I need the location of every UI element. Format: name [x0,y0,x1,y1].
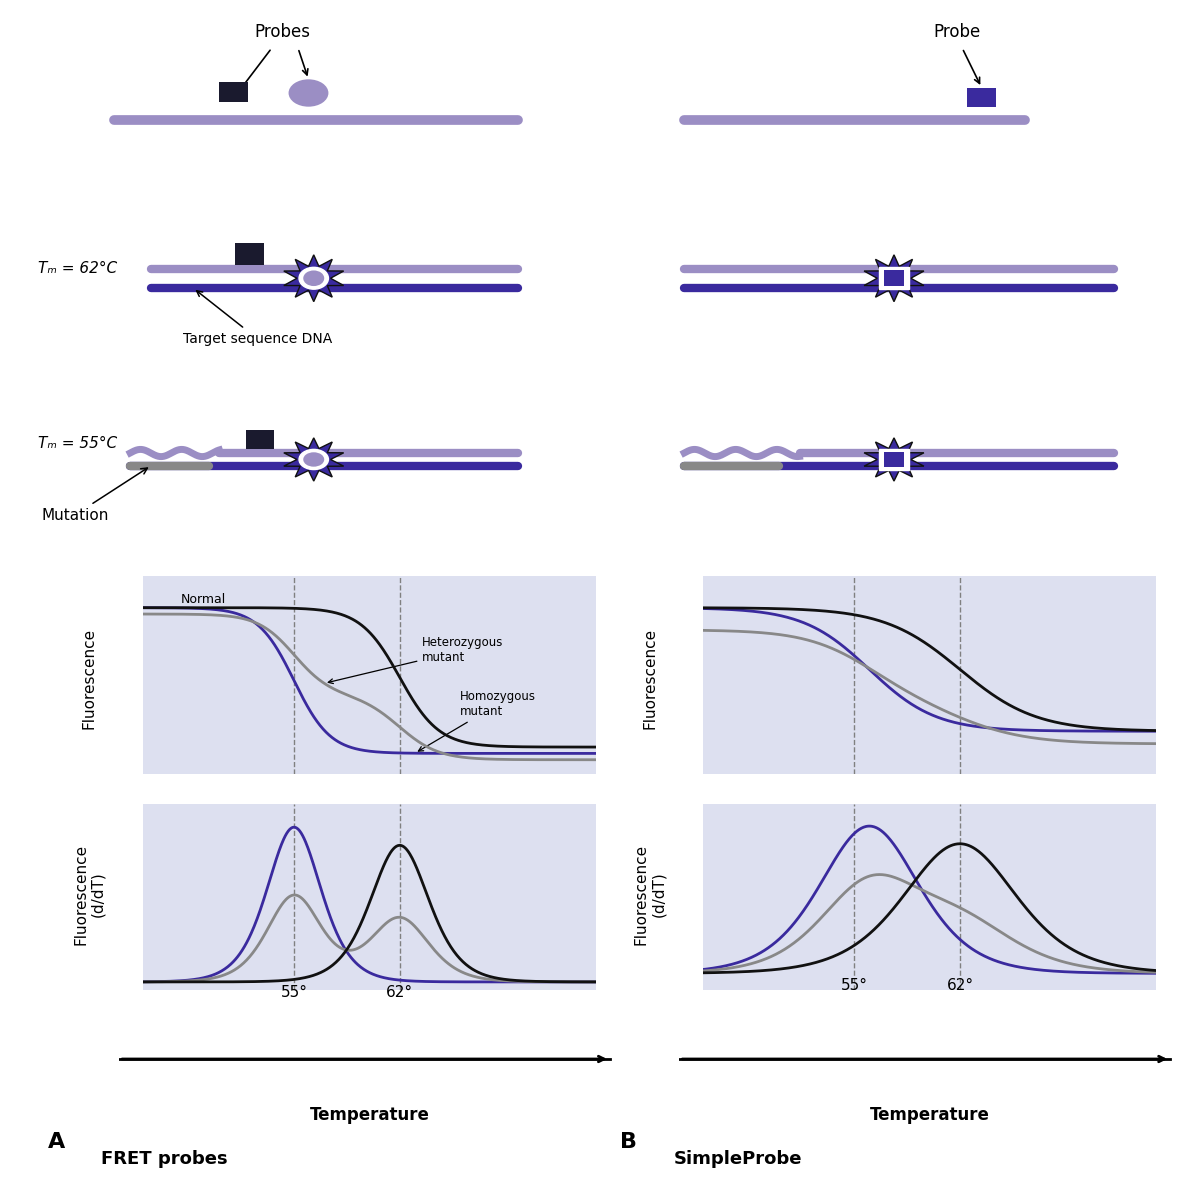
Polygon shape [864,254,924,301]
Text: 62°: 62° [946,978,974,994]
Circle shape [299,449,329,469]
Polygon shape [284,438,343,481]
Text: 55°: 55° [840,978,868,994]
Text: Heterozygous
mutant: Heterozygous mutant [328,636,504,684]
Bar [883,452,905,467]
Text: Fluorescence
(d/dT): Fluorescence (d/dT) [633,844,666,944]
Text: Homozygous
mutant: Homozygous mutant [418,690,536,751]
Polygon shape [284,254,343,301]
Text: Fluorescence
(d/dT): Fluorescence (d/dT) [73,844,106,944]
Text: Temperature: Temperature [870,1106,989,1124]
Text: FRET probes: FRET probes [101,1150,228,1168]
Text: 62°: 62° [386,985,414,1000]
Circle shape [303,270,324,286]
Text: B: B [620,1132,637,1152]
Text: 55°: 55° [280,985,308,1000]
Circle shape [303,452,324,467]
Text: Fluorescence: Fluorescence [82,628,97,728]
Text: Probes: Probes [254,23,310,41]
Text: Normal: Normal [181,593,226,606]
Bar [880,268,908,289]
Text: SimpleProbe: SimpleProbe [673,1150,802,1168]
Circle shape [299,268,329,289]
Text: Target sequence DNA: Target sequence DNA [182,290,331,346]
Bar [883,270,905,286]
Bar [219,82,248,102]
Text: Tₘ = 55°C: Tₘ = 55°C [38,437,118,451]
Bar [880,449,908,469]
Text: Temperature: Temperature [310,1106,429,1124]
Circle shape [288,79,329,107]
Text: Fluorescence: Fluorescence [642,628,657,728]
Text: Mutation: Mutation [41,468,148,522]
Text: Probe: Probe [933,23,981,41]
Bar [235,244,263,264]
Bar [968,88,997,108]
Bar [246,430,274,449]
Text: Tₘ = 62°C: Tₘ = 62°C [38,260,118,276]
Text: A: A [48,1132,64,1152]
Polygon shape [864,438,924,481]
